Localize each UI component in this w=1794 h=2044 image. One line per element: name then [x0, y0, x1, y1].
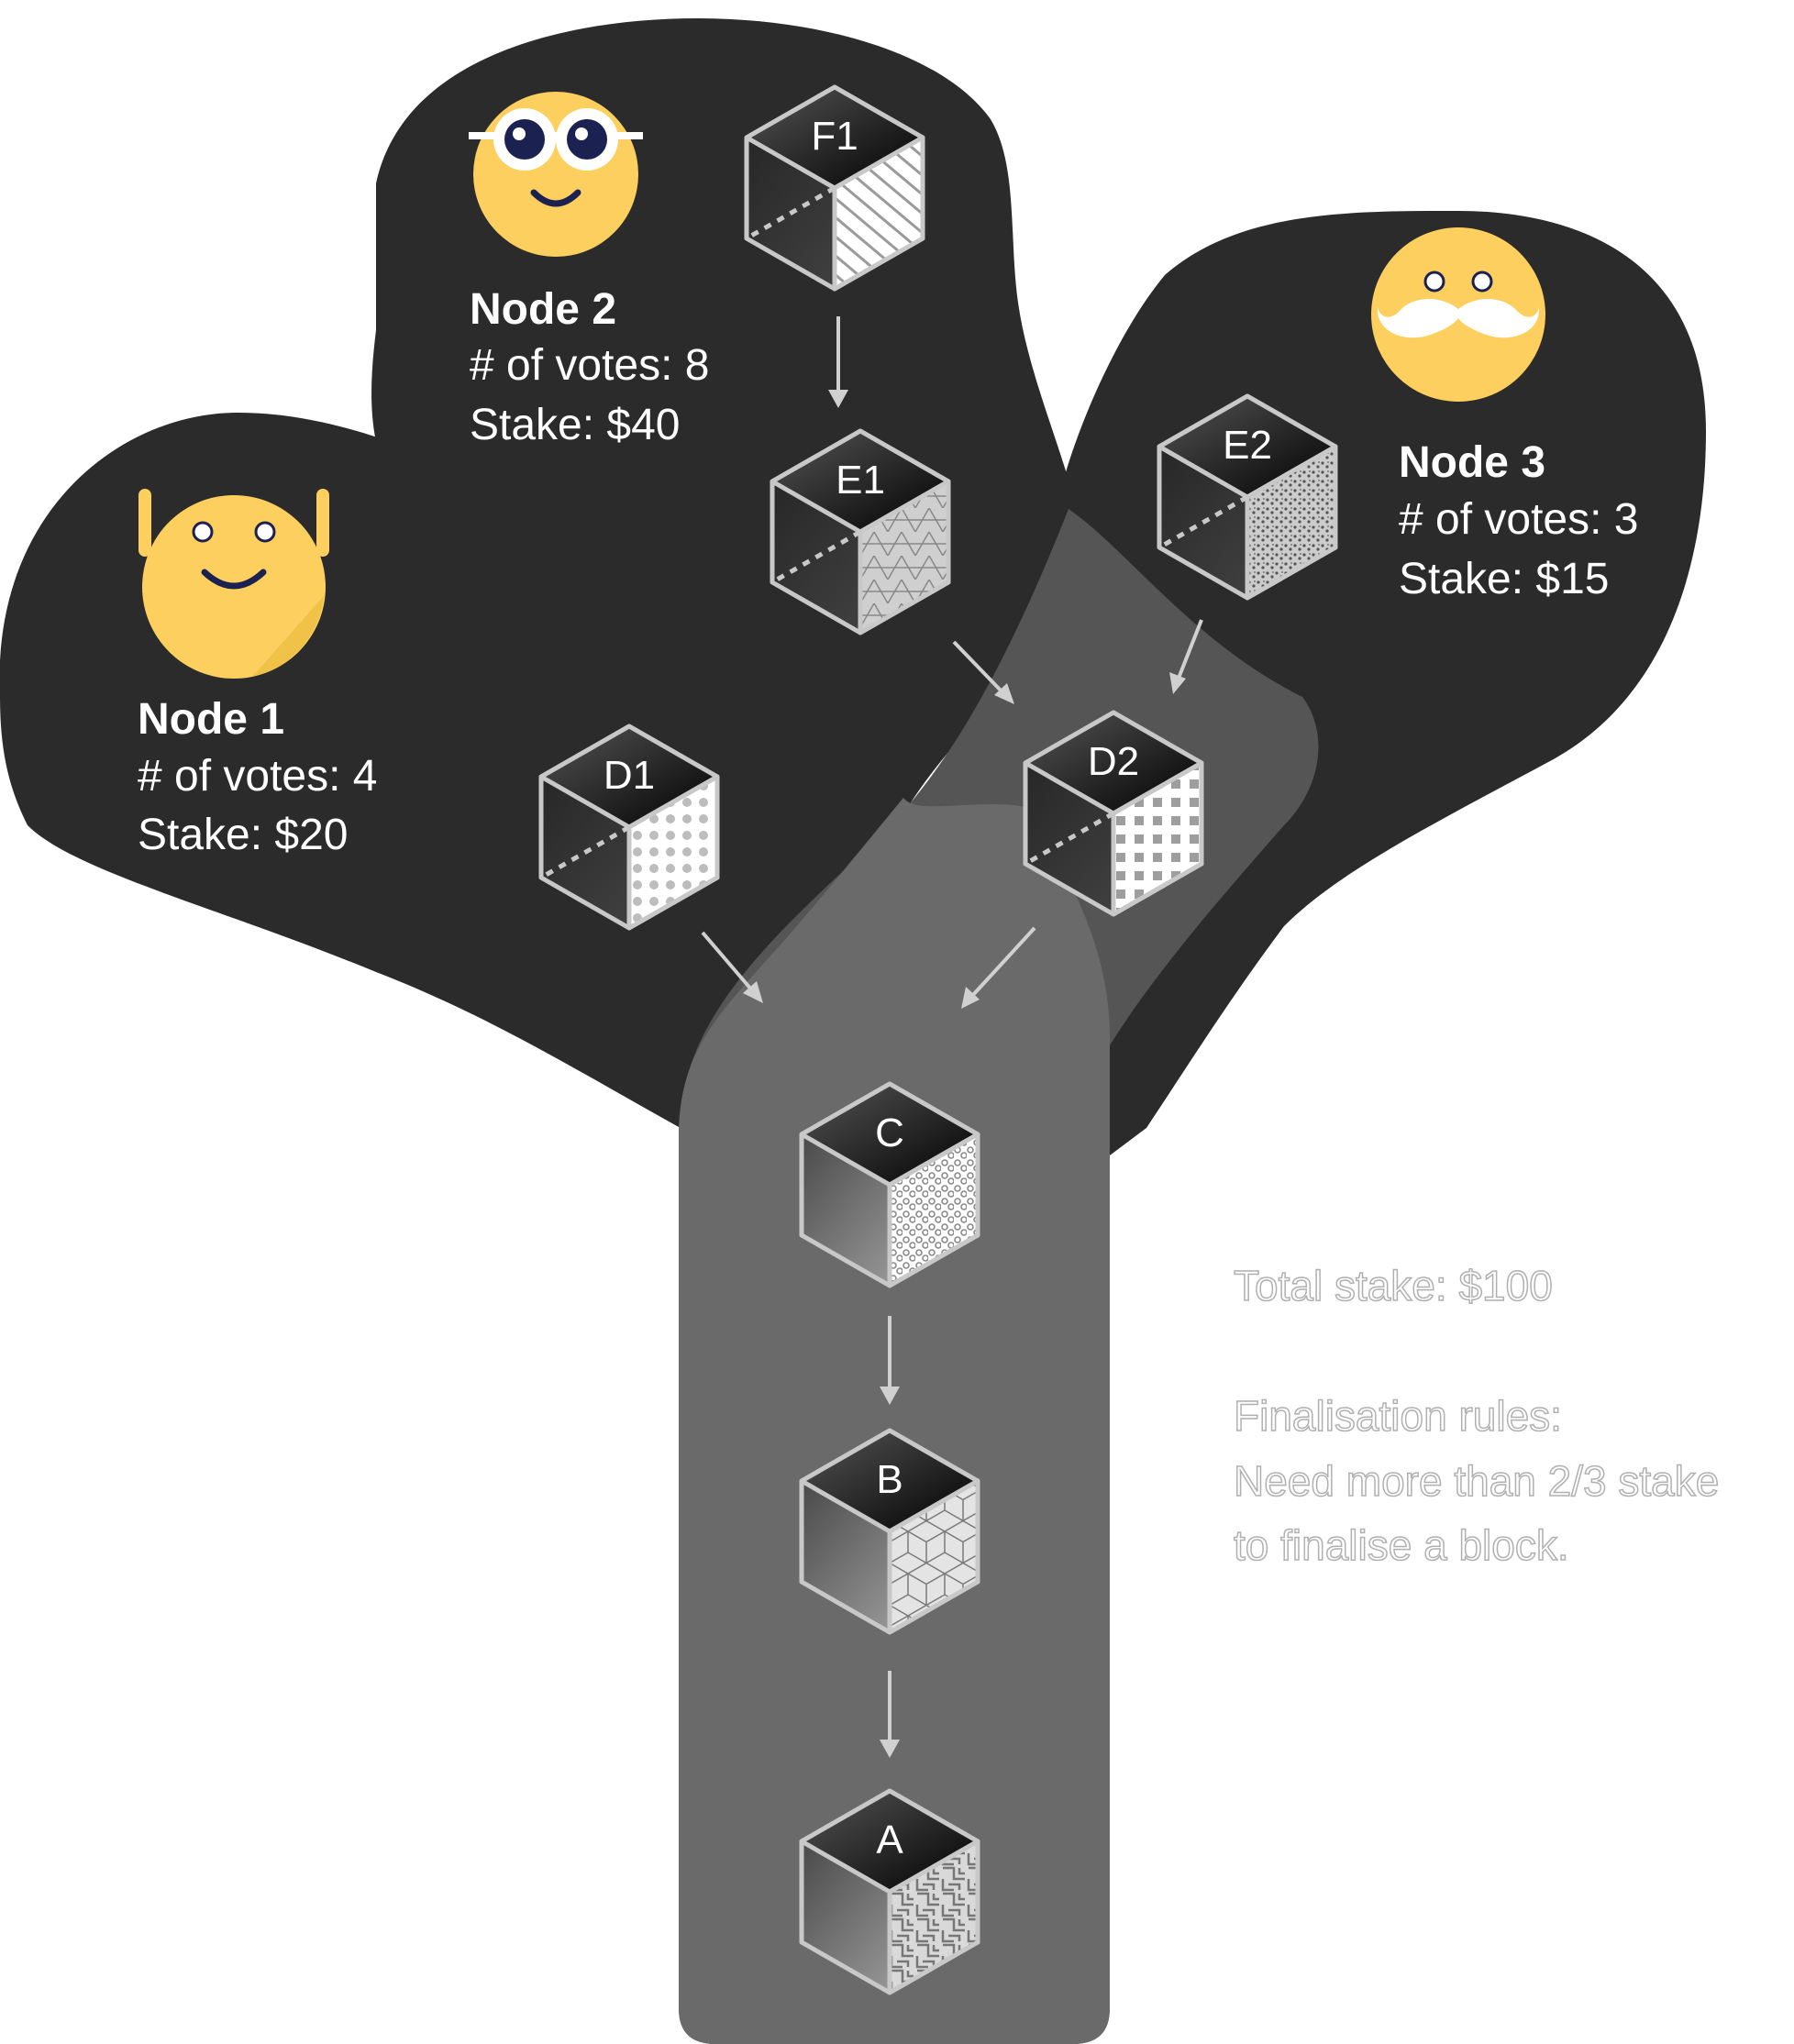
block-label: D2 — [1088, 739, 1139, 784]
block-e1[interactable]: E1 — [770, 428, 951, 635]
node-title: Node 3 — [1399, 438, 1545, 487]
arrow-d2-c — [961, 926, 1036, 1009]
finalisation-info: Total stake: $100 Finalisation rules: Ne… — [1233, 1261, 1720, 1570]
block-b[interactable]: B — [799, 1428, 980, 1635]
node-1-label: Node 1 # of votes: 4 Stake: $20 — [138, 695, 378, 859]
block-label: E2 — [1223, 423, 1272, 468]
node-title: Node 1 — [138, 695, 284, 744]
block-label: C — [875, 1110, 904, 1155]
arrow-f1-e1 — [828, 316, 848, 408]
node-votes: # of votes: 4 — [138, 752, 378, 801]
node-stake: Stake: $40 — [470, 401, 681, 449]
block-a[interactable]: A — [799, 1788, 980, 1995]
node-stake: Stake: $15 — [1399, 555, 1610, 603]
node-votes: # of votes: 8 — [470, 341, 710, 390]
blocks: F1 E1 E2 D1 — [538, 84, 1338, 1995]
mustache-face-icon — [1371, 227, 1545, 402]
block-label: F1 — [811, 114, 858, 159]
arrow-e1-d2 — [952, 640, 1014, 704]
sunglasses-face-icon — [469, 92, 643, 257]
arrow-e2-d2 — [1169, 619, 1203, 694]
node-2-label: Node 2 # of votes: 8 Stake: $40 — [470, 285, 710, 449]
block-label: E1 — [836, 458, 885, 503]
block-d1[interactable]: D1 — [538, 724, 720, 931]
arrow-c-b — [880, 1316, 900, 1405]
node-title: Node 2 — [470, 285, 616, 334]
arrow-b-a — [880, 1671, 900, 1758]
total-stake-text: Total stake: $100 — [1234, 1262, 1553, 1309]
block-f1[interactable]: F1 — [744, 84, 925, 292]
node-stake: Stake: $20 — [138, 811, 349, 859]
node-3-label: Node 3 # of votes: 3 Stake: $15 — [1399, 438, 1639, 603]
rules-title-text: Finalisation rules: — [1234, 1392, 1562, 1440]
rules-line-2-text: to finalise a block. — [1234, 1521, 1569, 1569]
block-d2[interactable]: D2 — [1023, 710, 1204, 917]
block-label: A — [876, 1818, 903, 1862]
node-votes: # of votes: 3 — [1399, 495, 1639, 544]
block-label: B — [876, 1457, 903, 1502]
canonical-chain-band — [679, 509, 1319, 2044]
block-e2[interactable]: E2 — [1157, 393, 1338, 601]
trunk-light — [679, 798, 1110, 2044]
arms-up-face-icon — [138, 489, 329, 679]
block-c[interactable]: C — [799, 1081, 980, 1288]
arrows — [701, 316, 1203, 1758]
rules-line-1-text: Need more than 2/3 stake — [1234, 1457, 1719, 1505]
arrow-d1-c — [701, 931, 763, 1003]
block-label: D1 — [604, 753, 655, 798]
